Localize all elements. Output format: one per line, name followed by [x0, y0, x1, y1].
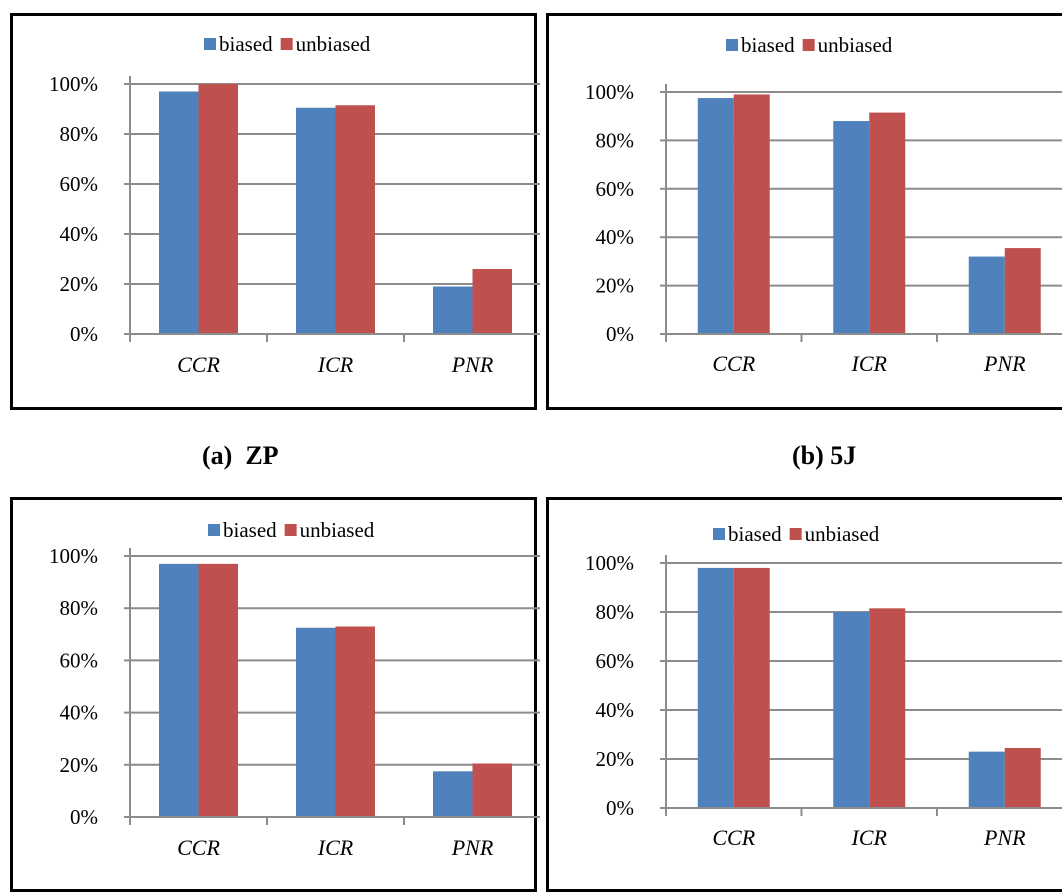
legend-label-unbiased: unbiased — [818, 33, 893, 57]
bar-unbiased-icr — [335, 626, 375, 817]
y-tick-label: 80% — [596, 600, 635, 624]
chart-panel-d: 0% 20% 40% 60% 80% 100% CCR ICR PNR biased unbiase… — [546, 497, 1062, 892]
y-tick-label: 40% — [60, 222, 99, 246]
legend-swatch-unbiased — [789, 528, 802, 540]
bar-biased-icr — [296, 627, 336, 817]
bar-biased-ccr — [159, 91, 199, 334]
bar-biased-icr — [833, 121, 870, 334]
bar-unbiased-icr — [335, 105, 375, 334]
x-category-label: ICR — [317, 835, 354, 860]
bar-biased-ccr — [159, 563, 199, 817]
y-tick-label: 60% — [60, 648, 99, 672]
bar-biased-icr — [833, 612, 870, 808]
x-category-label: ICR — [851, 825, 888, 850]
x-category-label: CCR — [177, 352, 220, 377]
legend-label-unbiased: unbiased — [296, 32, 371, 56]
x-category-label: CCR — [177, 835, 220, 860]
y-tick-label: 40% — [596, 698, 635, 722]
y-tick-label: 0% — [606, 796, 634, 820]
bar-chart-svg: 0% 20% 40% 60% 80% 100% CCR ICR PNR biased unbiase… — [585, 522, 1062, 850]
bar-biased-pnr — [433, 771, 473, 817]
legend-label-biased: biased — [728, 522, 782, 546]
bar-biased-ccr — [697, 567, 734, 808]
y-tick-label: 20% — [60, 753, 99, 777]
bar-biased-pnr — [968, 751, 1005, 808]
bar-unbiased-icr — [869, 608, 906, 808]
y-tick-label: 100% — [585, 551, 634, 575]
chart-panel-b: 0% 20% 40% 60% 80% 100% CCR ICR PNR biased unbiase… — [546, 13, 1062, 410]
legend-label-biased: biased — [219, 32, 273, 56]
y-tick-label: 60% — [596, 177, 635, 201]
bar-biased-pnr — [433, 286, 473, 334]
y-tick-label: 80% — [60, 122, 99, 146]
bar-unbiased-ccr — [733, 94, 770, 334]
x-category-label: PNR — [983, 825, 1026, 850]
legend-label-unbiased: unbiased — [300, 518, 375, 542]
legend-label-biased: biased — [223, 518, 277, 542]
caption-a: (a) ZP — [202, 441, 279, 470]
bar-unbiased-icr — [869, 112, 906, 334]
bar-unbiased-ccr — [198, 563, 238, 817]
chart-panel-c: 0% 20% 40% 60% 80% 100% CCR ICR PNR biased unbiase… — [10, 497, 540, 892]
y-tick-label: 100% — [585, 80, 634, 104]
y-tick-label: 0% — [70, 805, 98, 829]
bar-unbiased-pnr — [1004, 747, 1041, 808]
bar-unbiased-pnr — [1004, 248, 1041, 334]
bar-biased-pnr — [968, 256, 1005, 334]
legend-label-biased: biased — [741, 33, 795, 57]
y-tick-label: 60% — [60, 172, 99, 196]
legend-swatch-biased — [713, 528, 725, 540]
y-tick-label: 20% — [596, 747, 635, 771]
y-tick-label: 60% — [596, 649, 635, 673]
y-tick-label: 80% — [60, 596, 99, 620]
y-tick-label: 100% — [49, 544, 98, 568]
bar-chart-svg: 0% 20% 40% 60% 80% 100% CCR ICR PNR biased unbiase… — [49, 32, 540, 377]
legend-swatch-unbiased — [280, 38, 293, 50]
bar-unbiased-pnr — [472, 763, 512, 817]
y-tick-label: 80% — [596, 128, 635, 152]
bar-chart-svg: 0% 20% 40% 60% 80% 100% CCR ICR PNR biased unbiase… — [585, 33, 1062, 376]
x-category-label: ICR — [851, 351, 888, 376]
bar-biased-ccr — [697, 98, 734, 334]
legend-swatch-biased — [726, 39, 738, 51]
legend-label-unbiased: unbiased — [805, 522, 880, 546]
bar-unbiased-pnr — [472, 269, 512, 334]
bar-unbiased-ccr — [733, 567, 770, 808]
legend-swatch-biased — [208, 524, 220, 536]
y-tick-label: 0% — [606, 322, 634, 346]
x-category-label: PNR — [451, 352, 494, 377]
bar-biased-icr — [296, 107, 336, 334]
caption-b: (b) 5J — [792, 441, 857, 470]
x-category-label: PNR — [451, 835, 494, 860]
x-category-label: CCR — [712, 351, 755, 376]
bar-chart-svg: 0% 20% 40% 60% 80% 100% CCR ICR PNR biased unbiase… — [49, 518, 540, 860]
legend-swatch-unbiased — [284, 524, 297, 536]
chart-panel-a: 0% 20% 40% 60% 80% 100% CCR ICR PNR biased unbiase… — [10, 13, 540, 410]
x-category-label: PNR — [983, 351, 1026, 376]
y-tick-label: 100% — [49, 72, 98, 96]
y-tick-label: 0% — [70, 322, 98, 346]
legend-swatch-biased — [204, 38, 216, 50]
y-tick-label: 20% — [596, 274, 635, 298]
y-tick-label: 40% — [60, 701, 99, 725]
legend-swatch-unbiased — [802, 39, 815, 51]
x-category-label: CCR — [712, 825, 755, 850]
y-tick-label: 20% — [60, 272, 99, 296]
bar-unbiased-ccr — [198, 84, 238, 334]
y-tick-label: 40% — [596, 225, 635, 249]
x-category-label: ICR — [317, 352, 354, 377]
